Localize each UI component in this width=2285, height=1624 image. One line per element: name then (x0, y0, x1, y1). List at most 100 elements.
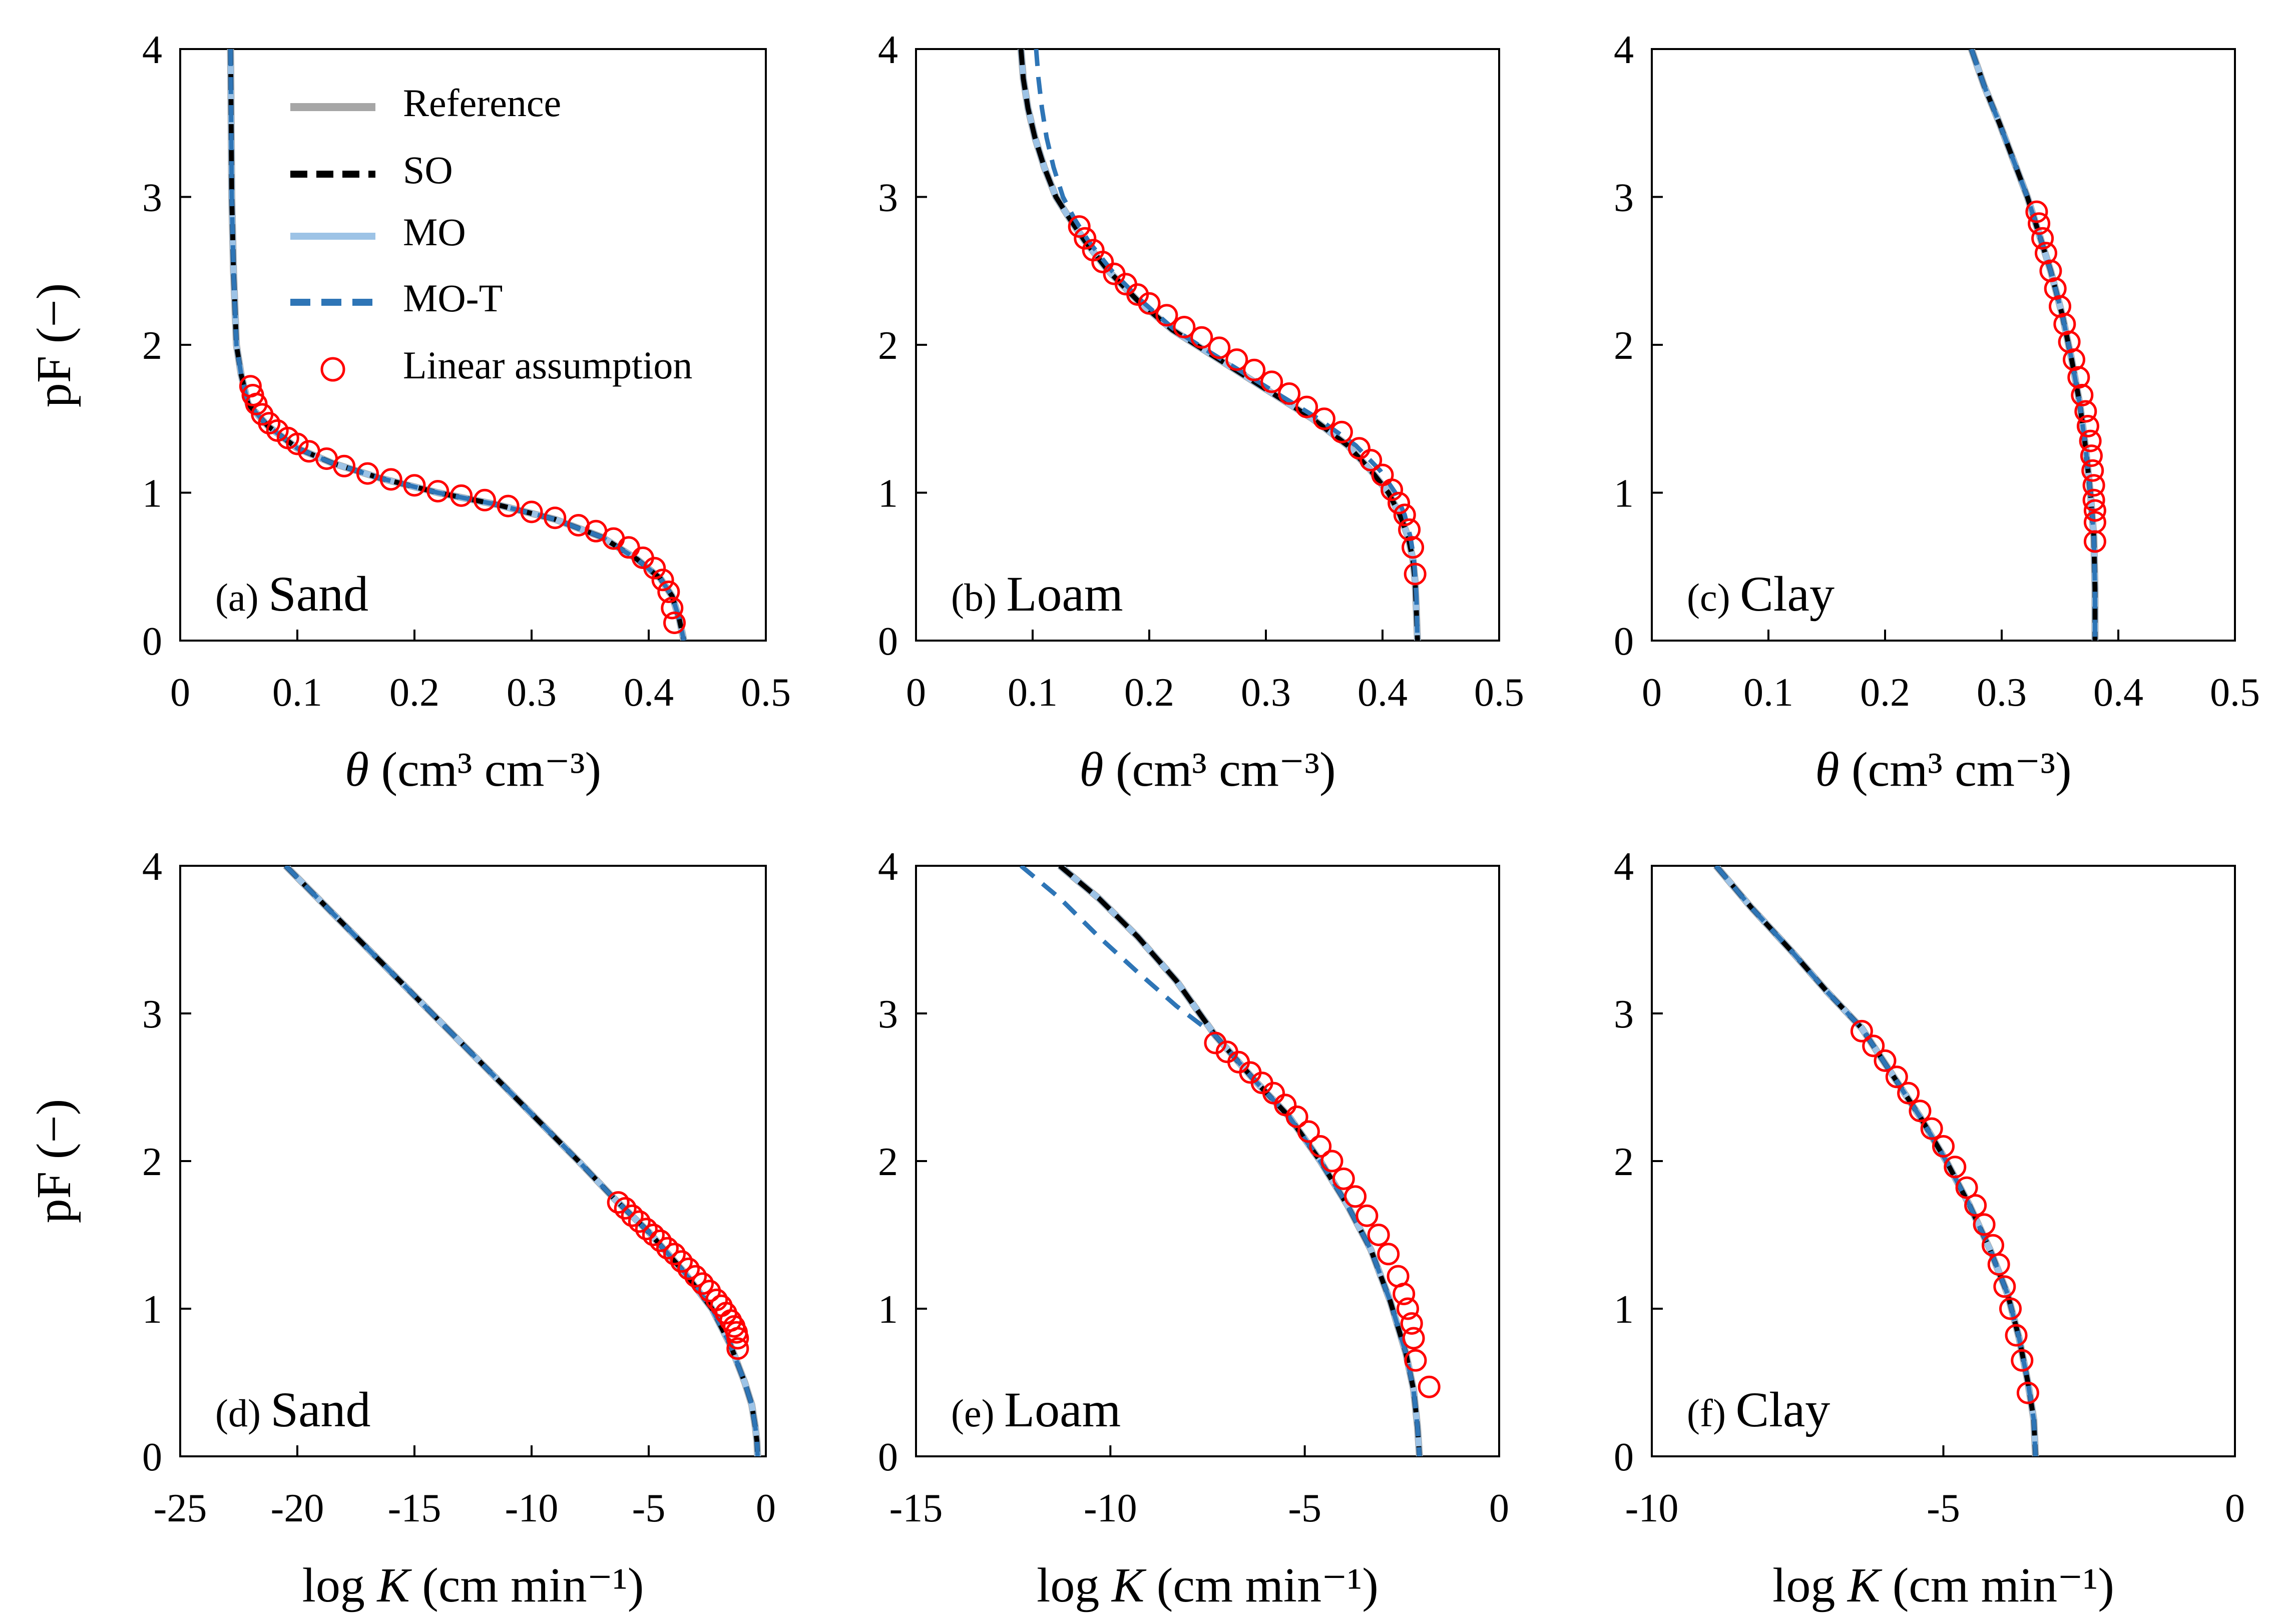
legend-marker-linear (320, 357, 345, 382)
ytick-label: 3 (142, 176, 162, 220)
xtick-label: 0.5 (741, 671, 791, 715)
linear-marker (663, 612, 686, 634)
xtick-label: 0.1 (1008, 671, 1058, 715)
panel-f: 0 1 2 3 4 -10 -5 0 log K (cm min⁻¹) (f) Clay (1614, 845, 2245, 1612)
panel-label-e: (e) Loam (951, 1382, 1121, 1437)
linear-marker (1999, 1297, 2022, 1320)
linear-marker (2016, 1381, 2039, 1404)
series-line-reference (1017, 49, 1421, 641)
linear-marker (2028, 212, 2051, 235)
linear-marker (1344, 1185, 1367, 1208)
linear-marker (1920, 1117, 1943, 1140)
linear-marker (1973, 1213, 1996, 1236)
linear-marker (2082, 474, 2105, 497)
linear-marker (691, 1272, 714, 1295)
ytick-label: 3 (878, 992, 898, 1036)
linear-marker (635, 1218, 658, 1241)
linear-marker (1243, 358, 1266, 381)
linear-marker (663, 1243, 686, 1266)
xtick-label: -5 (1288, 1486, 1321, 1530)
series-line-mo-t (228, 49, 686, 641)
xtick-label: -25 (154, 1486, 207, 1530)
linear-marker (1862, 1034, 1885, 1057)
linear-marker (2083, 499, 2106, 522)
linear-marker (684, 1265, 707, 1288)
linear-marker (1850, 1019, 1873, 1042)
linear-marker (258, 412, 281, 435)
linear-marker (2071, 384, 2094, 406)
xtick-label: 0 (756, 1486, 776, 1530)
linear-marker (1332, 1167, 1355, 1190)
linear-marker (649, 1229, 672, 1252)
ylabel-top: pF (−) (27, 283, 81, 408)
ytick-label: 3 (1614, 176, 1634, 220)
xtick-label: 0.1 (272, 671, 322, 715)
linear-marker (628, 1210, 651, 1233)
linear-marker (643, 557, 666, 580)
xaxis-title-b: θ (cm³ cm⁻³) (1079, 743, 1335, 797)
linear-marker (1190, 326, 1213, 349)
xtick-label: 0.2 (389, 671, 439, 715)
ytick-label: 1 (1614, 1288, 1634, 1332)
linear-marker (1402, 1327, 1425, 1350)
linear-marker (286, 432, 309, 455)
linear-marker (1393, 503, 1416, 526)
series-line-so (1714, 866, 2038, 1456)
ytick-label: 4 (878, 28, 898, 72)
linear-marker (1155, 304, 1178, 327)
ytick-label: 0 (1614, 620, 1634, 664)
xtick-label: 0.5 (2210, 671, 2260, 715)
linear-marker (614, 1197, 637, 1220)
linear-marker (2067, 366, 2090, 389)
linear-marker (2011, 1349, 2034, 1372)
ytick-label: 1 (1614, 472, 1634, 516)
linear-marker (1955, 1176, 1978, 1199)
xtick-label: -5 (632, 1486, 666, 1530)
linear-marker (473, 488, 496, 511)
linear-marker (1964, 1194, 1987, 1217)
ytick-label: 0 (878, 1435, 898, 1479)
xtick-label: 0 (1642, 671, 1662, 715)
linear-marker (607, 1191, 630, 1214)
linear-marker (2081, 459, 2104, 482)
linear-marker (1377, 1243, 1400, 1266)
linear-marker (2083, 530, 2106, 553)
linear-marker (710, 1294, 733, 1317)
linear-marker (670, 1250, 693, 1273)
linear-marker (1309, 1135, 1332, 1158)
linear-marker (1397, 1297, 1419, 1320)
linear-marker (1320, 1150, 1343, 1173)
linear-marker (656, 1237, 679, 1260)
legend-label-mo-t: MO-T (403, 276, 503, 320)
ytick-label: 1 (142, 472, 162, 516)
linear-marker (2025, 200, 2048, 223)
ytick-label: 0 (142, 1435, 162, 1479)
ytick-label: 0 (142, 620, 162, 664)
linear-marker (333, 454, 356, 477)
ytick-label: 1 (878, 1288, 898, 1332)
legend-label-reference: Reference (403, 81, 561, 125)
series-line-mo-t (1019, 866, 1422, 1456)
legend-label-so: SO (403, 148, 453, 192)
linear-marker (1874, 1049, 1897, 1072)
linear-marker (1330, 420, 1353, 443)
series-line-mo-t (1714, 866, 2038, 1456)
linear-marker (1393, 1283, 1416, 1305)
ytick-label: 2 (878, 324, 898, 368)
linear-marker (1359, 449, 1383, 471)
linear-marker (1367, 1224, 1390, 1246)
series-line-reference (1057, 866, 1423, 1456)
ytick-label: 1 (878, 472, 898, 516)
xaxis-title-a: θ (cm³ cm⁻³) (345, 743, 601, 797)
xtick-label: 0.1 (1743, 671, 1793, 715)
xaxis-title-f: log K (cm min⁻¹) (1772, 1558, 2114, 1612)
linear-marker (403, 474, 426, 497)
ytick-label: 4 (1614, 845, 1634, 889)
xaxis-title-c: θ (cm³ cm⁻³) (1815, 743, 2071, 797)
linear-marker (2074, 400, 2097, 423)
xtick-label: 0 (1489, 1486, 1509, 1530)
linear-marker (2079, 429, 2102, 452)
ylabel-bottom: pF (−) (27, 1099, 81, 1224)
linear-marker (1993, 1275, 2016, 1298)
series-line-mo-t (284, 866, 760, 1456)
